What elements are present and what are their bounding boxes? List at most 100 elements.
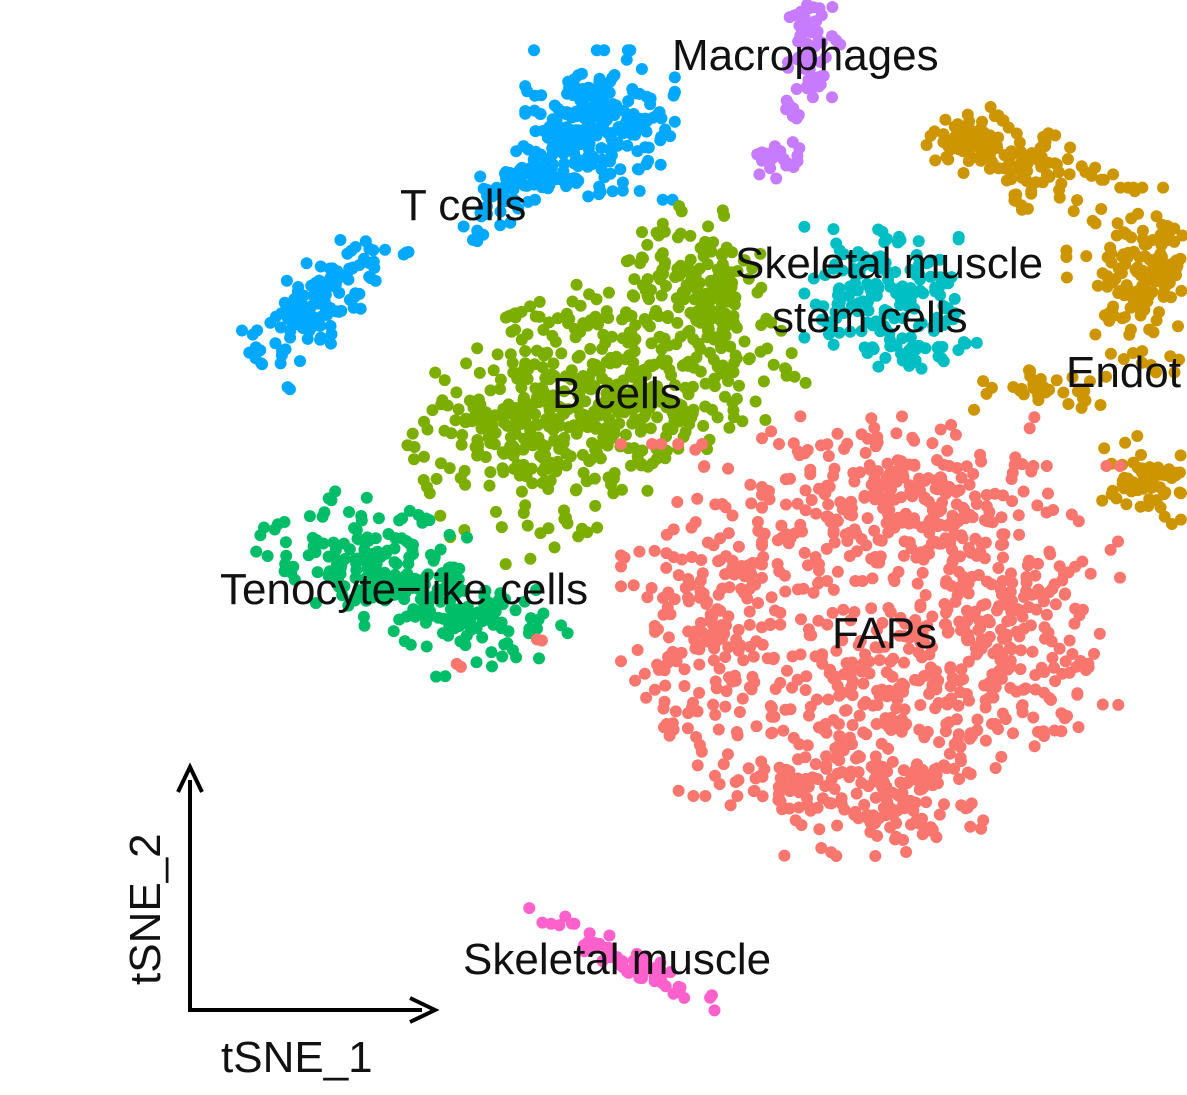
point-faps bbox=[940, 696, 953, 709]
point-tenocyte-like-cells bbox=[403, 504, 416, 517]
point-endothelial-cells bbox=[1015, 382, 1028, 395]
point-faps bbox=[920, 769, 933, 782]
point-skeletal-muscle bbox=[704, 991, 717, 1004]
point-macrophages bbox=[777, 152, 790, 165]
point-faps bbox=[889, 833, 901, 846]
point-faps bbox=[799, 684, 812, 696]
point-skeletal-muscle-stem-cells bbox=[937, 319, 950, 331]
point-b-cells bbox=[661, 312, 674, 324]
point-t-cells bbox=[557, 147, 570, 160]
point-b-cells bbox=[445, 427, 458, 440]
point-faps bbox=[809, 758, 822, 771]
point-b-cells bbox=[610, 378, 623, 391]
point-faps bbox=[997, 551, 1009, 564]
point-faps bbox=[666, 645, 679, 658]
point-t-cells bbox=[379, 243, 391, 256]
point-faps bbox=[813, 564, 825, 577]
point-faps bbox=[940, 718, 953, 730]
point-faps bbox=[992, 600, 1005, 613]
point-b-cells bbox=[705, 287, 718, 299]
point-endothelial-cells bbox=[1136, 224, 1149, 237]
point-faps bbox=[701, 536, 714, 549]
point-tenocyte-like-cells bbox=[390, 575, 403, 588]
point-endothelial-cells bbox=[1011, 160, 1024, 173]
point-t-cells bbox=[297, 309, 310, 322]
point-endothelial-cells bbox=[1150, 259, 1163, 272]
point-faps bbox=[943, 480, 956, 493]
point-tenocyte-like-cells bbox=[303, 510, 316, 523]
point-faps bbox=[1014, 663, 1027, 676]
point-faps bbox=[707, 654, 720, 667]
point-faps bbox=[830, 513, 843, 526]
cluster-skeletal-muscle-stem-cells bbox=[798, 220, 983, 375]
point-faps bbox=[896, 786, 909, 799]
point-faps bbox=[962, 587, 975, 600]
point-faps bbox=[868, 524, 881, 537]
point-endothelial-cells bbox=[1063, 168, 1076, 181]
point-faps bbox=[756, 501, 768, 514]
cluster-endothelial-cells bbox=[920, 101, 1187, 530]
point-b-cells bbox=[565, 373, 578, 386]
point-faps bbox=[1032, 557, 1044, 570]
point-endothelial-cells bbox=[1000, 174, 1013, 187]
point-tenocyte-like-cells bbox=[434, 595, 447, 608]
point-endothelial-cells bbox=[1150, 314, 1163, 327]
point-endothelial-cells bbox=[1133, 251, 1146, 264]
point-b-cells bbox=[612, 406, 625, 419]
point-endothelial-cells bbox=[1142, 500, 1155, 512]
point-tenocyte-like-cells bbox=[396, 512, 409, 525]
point-skeletal-muscle-stem-cells bbox=[846, 299, 858, 312]
point-faps bbox=[974, 448, 987, 461]
point-b-cells bbox=[499, 558, 512, 571]
point-faps bbox=[931, 454, 944, 466]
point-b-cells bbox=[568, 419, 580, 432]
point-skeletal-muscle-stem-cells bbox=[837, 248, 850, 261]
point-t-cells bbox=[568, 129, 581, 142]
point-t-cells bbox=[510, 167, 523, 180]
point-b-cells bbox=[599, 394, 612, 407]
point-endothelial-cells bbox=[1136, 181, 1149, 194]
cluster-skeletal-muscle bbox=[523, 902, 721, 1017]
point-b-cells bbox=[550, 413, 562, 426]
point-b-cells bbox=[555, 347, 568, 360]
point-faps bbox=[784, 472, 796, 485]
point-faps bbox=[765, 425, 778, 438]
point-b-cells bbox=[506, 356, 519, 369]
point-t-cells bbox=[642, 141, 655, 154]
point-endothelial-cells bbox=[1013, 136, 1026, 149]
point-tenocyte-like-cells bbox=[448, 603, 461, 616]
point-t-cells bbox=[654, 158, 667, 171]
point-b-cells bbox=[525, 462, 538, 475]
point-t-cells bbox=[504, 216, 517, 229]
point-endothelial-cells bbox=[940, 151, 953, 163]
point-faps bbox=[836, 766, 848, 778]
point-faps bbox=[729, 776, 742, 788]
point-endothelial-cells bbox=[1136, 345, 1149, 358]
point-faps bbox=[774, 618, 787, 631]
point-b-cells bbox=[691, 284, 704, 297]
point-faps bbox=[717, 758, 730, 771]
point-t-cells bbox=[353, 287, 366, 300]
point-skeletal-muscle-stem-cells bbox=[891, 236, 904, 249]
point-b-cells bbox=[517, 432, 530, 445]
point-endothelial-cells bbox=[998, 162, 1011, 175]
point-t-cells bbox=[335, 304, 348, 317]
point-b-cells bbox=[707, 236, 720, 249]
point-macrophages bbox=[753, 168, 766, 181]
point-faps bbox=[657, 591, 669, 604]
point-faps bbox=[728, 669, 741, 682]
point-b-cells bbox=[694, 306, 707, 319]
point-b-cells bbox=[504, 440, 517, 453]
point-tenocyte-like-cells bbox=[258, 521, 270, 534]
point-b-cells bbox=[589, 499, 602, 512]
point-b-cells bbox=[471, 434, 484, 446]
point-t-cells bbox=[243, 346, 256, 359]
point-b-cells bbox=[443, 462, 456, 475]
point-faps bbox=[756, 790, 769, 803]
point-skeletal-muscle-stem-cells bbox=[833, 326, 846, 339]
point-faps bbox=[1020, 585, 1033, 598]
point-t-cells bbox=[281, 312, 294, 325]
point-tenocyte-like-cells bbox=[434, 543, 447, 556]
point-faps bbox=[996, 647, 1009, 660]
point-faps bbox=[742, 762, 755, 775]
